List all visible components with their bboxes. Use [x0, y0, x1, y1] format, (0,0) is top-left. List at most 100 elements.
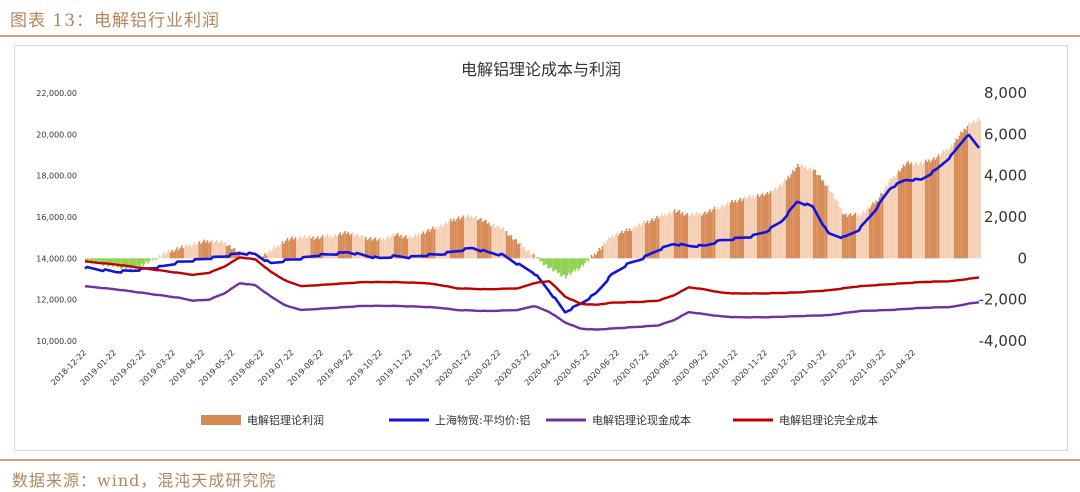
profit-bar [849, 213, 852, 259]
profit-bar [701, 215, 703, 259]
profit-bar [614, 235, 617, 259]
profit-bar [427, 229, 429, 259]
profit-bar [109, 258, 111, 266]
profit-bar [289, 238, 292, 259]
profit-bar [787, 176, 789, 259]
y-left-tick-label: 20,000.00 [36, 130, 77, 139]
profit-bar [531, 254, 533, 259]
profit-bar [705, 214, 708, 259]
profit-bar [581, 258, 583, 265]
profit-bar [893, 175, 895, 259]
profit-bar [803, 167, 805, 259]
profit-bar [105, 258, 108, 264]
profit-bar [925, 159, 927, 259]
profit-bar [651, 218, 653, 259]
profit-bar [376, 240, 378, 259]
profit-bar [470, 215, 473, 259]
profit-bar [293, 239, 295, 259]
profit-bar [744, 196, 746, 259]
profit-bar [251, 257, 253, 259]
profit-bar [493, 224, 495, 259]
profit-bar [686, 213, 689, 259]
profit-bar [448, 221, 450, 259]
profit-bar [963, 128, 965, 259]
profit-bar [515, 239, 517, 259]
profit-bar [950, 144, 953, 259]
profit-bar [792, 170, 794, 259]
profit-bar [437, 229, 439, 259]
profit-bar [366, 240, 369, 259]
profit-bar [846, 216, 849, 259]
profit-bar [851, 216, 853, 259]
profit-bar [497, 225, 500, 259]
profit-bar [216, 239, 218, 259]
profit-bar [661, 213, 663, 259]
profit-bar [491, 225, 493, 259]
profit-bar [601, 245, 604, 259]
profit-bar [145, 258, 148, 262]
profit-bar [721, 204, 724, 259]
profit-bar [488, 222, 490, 259]
profit-bar [529, 254, 532, 259]
profit-bar [736, 202, 738, 259]
profit-bar [608, 236, 610, 259]
profit-bar [502, 226, 505, 259]
profit-bar [288, 240, 290, 259]
profit-bar [669, 211, 671, 259]
profit-bar [318, 239, 321, 259]
profit-bar [645, 223, 647, 259]
profit-bar [862, 210, 865, 259]
profit-bar [136, 258, 138, 266]
profit-bar [848, 214, 850, 259]
profit-bar [320, 237, 322, 259]
profit-bar [707, 211, 709, 259]
profit-bar [733, 202, 735, 259]
profit-bar [752, 195, 754, 259]
profit-bar [341, 235, 343, 259]
profit-bar [235, 252, 237, 259]
profit-bar [965, 129, 967, 259]
profit-bar [568, 258, 570, 273]
profit-bar [345, 233, 348, 259]
profit-bar [926, 162, 929, 259]
profit-bar [334, 233, 337, 259]
profit-bar [726, 202, 729, 259]
profit-bar [96, 258, 98, 263]
profit-bar [923, 161, 925, 259]
profit-bar [419, 236, 421, 259]
profit-bar [680, 213, 682, 259]
profit-bar [894, 177, 897, 259]
profit-bar [595, 255, 597, 259]
profit-bar [921, 164, 924, 259]
legend-label: 电解铝理论利润 [247, 413, 324, 427]
profit-bar [193, 242, 196, 259]
profit-bar [907, 161, 909, 259]
profit-bar [390, 235, 393, 259]
profit-bar [389, 238, 391, 259]
profit-bar [630, 231, 633, 259]
profit-bar [208, 243, 210, 259]
profit-bar [344, 231, 346, 259]
profit-bar [904, 166, 906, 259]
source-note: 数据来源：wind，混沌天成研究院 [12, 471, 277, 490]
profit-bar [177, 249, 180, 259]
profit-bar [835, 200, 837, 259]
profit-bar [325, 236, 327, 259]
profit-bar [161, 254, 164, 259]
y-right-tick-label: 2,000 [984, 208, 1027, 226]
profit-bar [165, 254, 167, 259]
profit-bar [555, 258, 557, 270]
profit-bar [405, 235, 407, 259]
profit-bar [262, 256, 265, 259]
profit-bar [201, 241, 204, 259]
profit-bar [467, 214, 469, 259]
profit-bar [864, 212, 866, 259]
top-divider [0, 35, 1080, 37]
profit-bar [833, 199, 836, 259]
profit-bar [181, 245, 183, 259]
profit-bar [934, 159, 937, 259]
profit-bar [494, 227, 497, 259]
profit-bar [224, 241, 226, 259]
profit-bar [755, 196, 757, 259]
profit-bar [485, 219, 487, 259]
